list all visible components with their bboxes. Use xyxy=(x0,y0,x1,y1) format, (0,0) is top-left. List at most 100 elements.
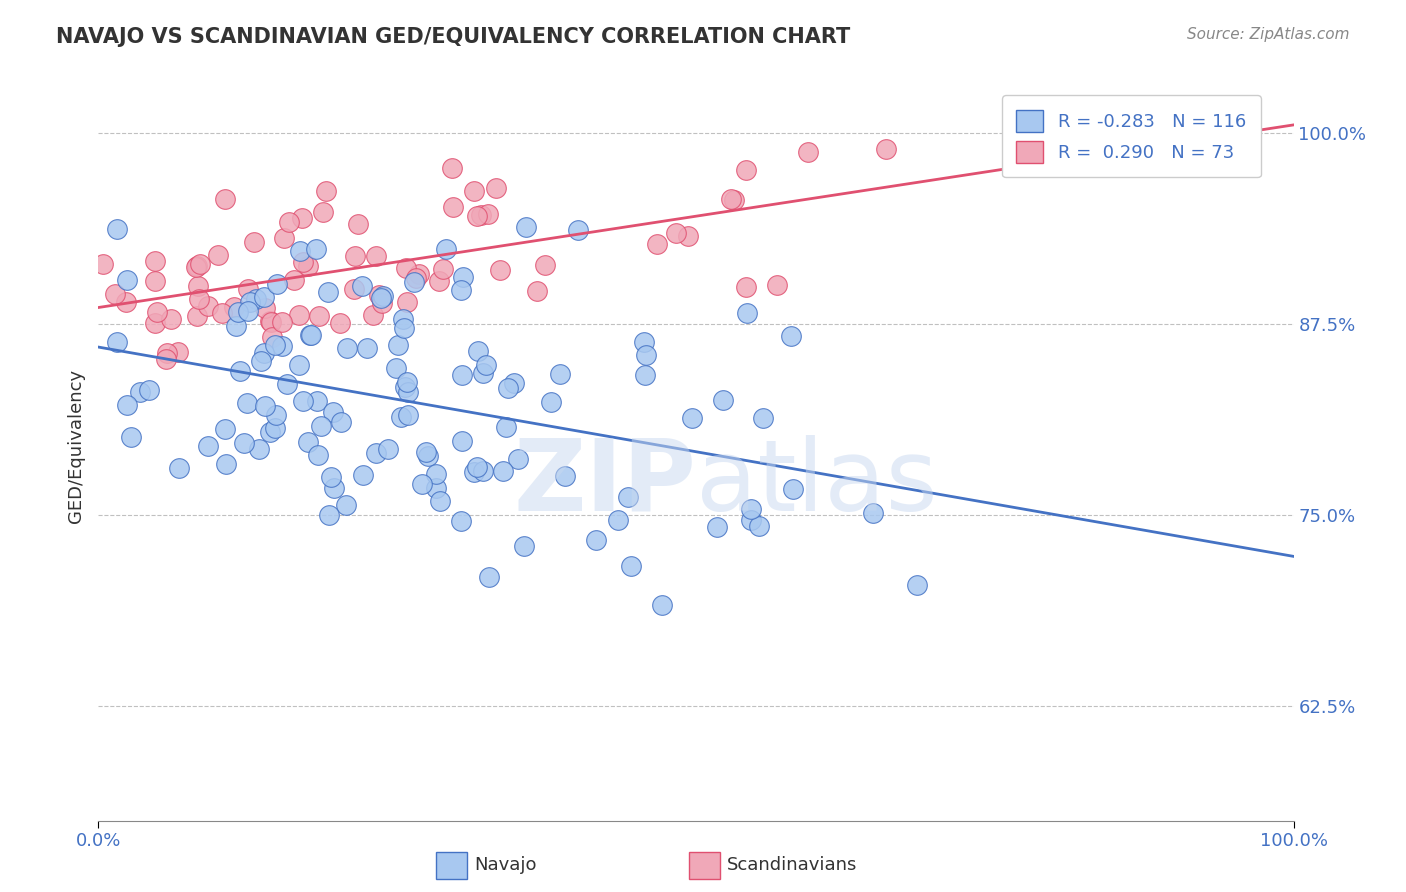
Point xyxy=(253,399,276,413)
Point xyxy=(432,261,454,276)
Point xyxy=(253,346,276,360)
Point xyxy=(266,277,288,292)
Point xyxy=(495,419,517,434)
Point xyxy=(427,274,450,288)
Point xyxy=(167,460,190,475)
Point xyxy=(398,408,420,422)
Point xyxy=(299,327,322,342)
Point xyxy=(425,467,447,481)
Point xyxy=(288,358,311,372)
Text: Navajo: Navajo xyxy=(474,856,536,874)
Point xyxy=(297,259,319,273)
Point xyxy=(371,295,394,310)
Point xyxy=(402,275,425,289)
Point xyxy=(156,346,179,360)
Point xyxy=(634,348,657,362)
Point xyxy=(364,446,387,460)
Point xyxy=(104,287,127,301)
Point xyxy=(475,359,498,373)
Point xyxy=(533,258,555,272)
Point xyxy=(651,598,673,612)
Point xyxy=(526,284,548,298)
Point xyxy=(239,295,262,310)
Point xyxy=(236,304,259,318)
Point xyxy=(276,377,298,392)
Point xyxy=(620,559,643,574)
Point xyxy=(288,244,311,258)
Point xyxy=(465,459,488,474)
Point xyxy=(299,327,322,342)
Point xyxy=(364,249,387,263)
Point xyxy=(385,360,408,375)
Point xyxy=(214,421,236,435)
Point xyxy=(318,508,340,522)
Point xyxy=(470,208,492,222)
Point xyxy=(232,435,254,450)
Point xyxy=(343,250,366,264)
Text: Scandinavians: Scandinavians xyxy=(727,856,858,874)
Point xyxy=(292,255,315,269)
Point xyxy=(477,570,499,584)
Point xyxy=(259,425,281,440)
Point xyxy=(540,394,562,409)
Point xyxy=(245,292,267,306)
Point xyxy=(283,273,305,287)
Point xyxy=(392,312,415,326)
Point xyxy=(308,310,330,324)
Point xyxy=(120,430,142,444)
Point xyxy=(155,351,177,366)
Point xyxy=(396,375,419,389)
Point xyxy=(681,410,703,425)
Point xyxy=(260,315,283,329)
Point xyxy=(307,448,329,462)
Point xyxy=(207,248,229,262)
Point xyxy=(322,405,344,419)
Point xyxy=(264,338,287,352)
FancyBboxPatch shape xyxy=(689,852,720,879)
Point xyxy=(187,278,209,293)
Point xyxy=(197,439,219,453)
Text: NAVAJO VS SCANDINAVIAN GED/EQUIVALENCY CORRELATION CHART: NAVAJO VS SCANDINAVIAN GED/EQUIVALENCY C… xyxy=(56,27,851,46)
Point xyxy=(138,383,160,397)
Point xyxy=(425,482,447,496)
Point xyxy=(316,285,339,299)
Point xyxy=(186,310,208,324)
Point xyxy=(441,200,464,214)
Point xyxy=(477,206,499,220)
Point xyxy=(115,272,138,286)
Point xyxy=(506,452,529,467)
Point xyxy=(467,344,489,359)
Point xyxy=(356,342,378,356)
Point xyxy=(225,318,247,333)
Point xyxy=(222,300,245,314)
Point xyxy=(253,289,276,303)
Point xyxy=(335,498,357,512)
Point xyxy=(266,408,288,422)
FancyBboxPatch shape xyxy=(436,852,467,879)
Text: ZIP: ZIP xyxy=(513,435,696,532)
Point xyxy=(377,442,399,457)
Point xyxy=(548,367,571,381)
Point xyxy=(429,494,451,508)
Point xyxy=(329,316,352,330)
Point xyxy=(875,142,897,156)
Point xyxy=(471,464,494,478)
Point xyxy=(737,306,759,320)
Point xyxy=(752,410,775,425)
Point xyxy=(740,513,762,527)
Point xyxy=(347,217,370,231)
Text: atlas: atlas xyxy=(696,435,938,532)
Point xyxy=(145,305,167,319)
Point xyxy=(91,257,114,271)
Point xyxy=(322,481,344,495)
Point xyxy=(107,221,129,235)
Point xyxy=(288,309,311,323)
Point xyxy=(678,229,700,244)
Point xyxy=(396,384,419,399)
Point xyxy=(186,259,208,273)
Point xyxy=(115,398,138,412)
Point xyxy=(723,194,745,208)
Point xyxy=(371,288,394,302)
Point xyxy=(450,514,472,528)
Point xyxy=(278,215,301,229)
